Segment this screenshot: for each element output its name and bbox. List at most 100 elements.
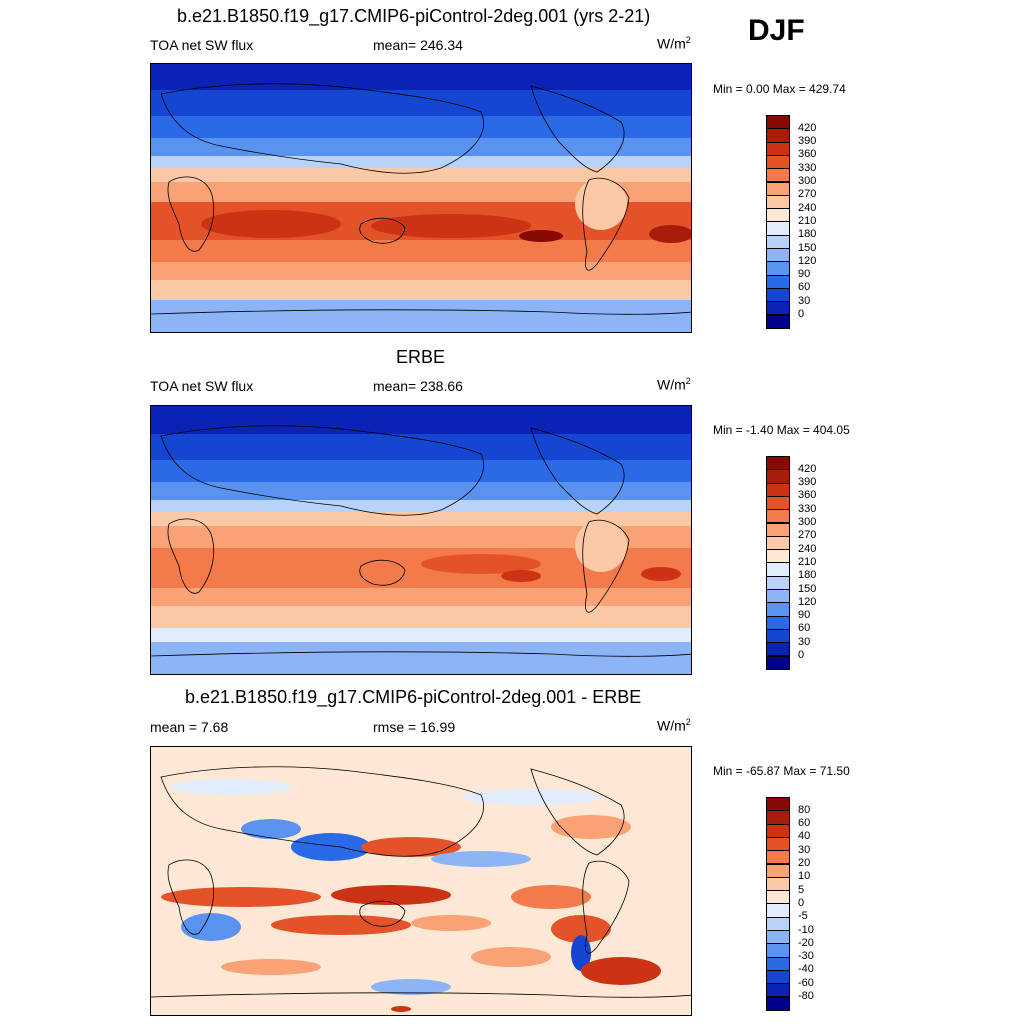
- colorbar-tick-label: 0: [798, 649, 805, 661]
- colorbar-swatch: [766, 549, 790, 564]
- panel-1-left-label: TOA net SW flux: [150, 37, 254, 53]
- panel-2-title: ERBE: [396, 347, 446, 367]
- colorbar-tick-label: 0: [798, 896, 805, 909]
- colorbar-swatch: [766, 287, 790, 303]
- colorbar-swatch: [766, 301, 790, 316]
- colorbar-tick-label: 120: [798, 595, 817, 608]
- panel-3-minmax: Min = -65.87 Max = 71.50: [713, 764, 850, 778]
- colorbar-tick-label: 210: [798, 555, 817, 568]
- colorbar-swatch: [766, 248, 790, 263]
- colorbar-swatch: [766, 562, 790, 577]
- colorbar-tick-label: 180: [798, 228, 817, 241]
- colorbar-swatch: [766, 141, 790, 156]
- colorbar-tick-label: 270: [798, 529, 817, 542]
- colorbar-tick-label: 240: [798, 542, 817, 555]
- colorbar-swatch: [766, 482, 790, 497]
- colorbar-swatch: [766, 602, 790, 617]
- colorbar-swatch: [766, 903, 790, 918]
- colorbar-swatch: [766, 168, 790, 183]
- colorbar-tick-label: 360: [798, 148, 817, 161]
- panel-2-colorbar: 420 390 360 330 300 270 240 210 180 150 120 90 60 30 0: [766, 456, 826, 670]
- colorbar-swatch: [766, 943, 790, 958]
- colorbar-tick-label: 60: [798, 281, 811, 294]
- colorbar-swatch: [766, 890, 790, 905]
- colorbar-tick-label: 20: [798, 857, 811, 869]
- colorbar-tick-label: 300: [798, 516, 817, 528]
- colorbar-tick-label: 360: [798, 489, 817, 502]
- colorbar-tick-label: 150: [798, 582, 817, 595]
- colorbar-swatch: [766, 535, 790, 551]
- colorbar-swatch: [766, 509, 790, 524]
- colorbar-tick-label: 270: [798, 188, 817, 201]
- colorbar-swatch: [766, 115, 790, 130]
- colorbar-swatch: [766, 628, 790, 644]
- panel-1-title: b.e21.B1850.f19_g17.CMIP6-piControl-2deg…: [177, 6, 651, 26]
- panel-2-minmax: Min = -1.40 Max = 404.05: [713, 423, 850, 437]
- colorbar-swatch: [766, 456, 790, 471]
- panel-2-units: W/m2: [657, 376, 691, 393]
- colorbar-tick-label: 80: [798, 803, 811, 816]
- colorbar-tick-label: 240: [798, 201, 817, 214]
- colorbar-tick-label: 150: [798, 241, 817, 254]
- colorbar-tick-label: 10: [798, 870, 811, 883]
- colorbar-swatch: [766, 469, 790, 484]
- colorbar-swatch: [766, 930, 790, 945]
- colorbar-swatch: [766, 575, 790, 590]
- colorbar-tick-label: 30: [798, 635, 811, 648]
- colorbar-tick-label: -5: [798, 910, 808, 923]
- panel-3-title: b.e21.B1850.f19_g17.CMIP6-piControl-2deg…: [185, 687, 642, 707]
- colorbar-tick-label: 0: [798, 308, 805, 320]
- panel-1-minmax: Min = 0.00 Max = 429.74: [713, 82, 846, 96]
- colorbar-tick-label: 40: [798, 830, 811, 843]
- colorbar-swatch: [766, 495, 790, 511]
- colorbar-swatch: [766, 642, 790, 657]
- colorbar-swatch: [766, 969, 790, 985]
- colorbar-swatch: [766, 836, 790, 852]
- colorbar-swatch: [766, 655, 790, 670]
- colorbar-tick-label: 210: [798, 214, 817, 227]
- colorbar-tick-label: 60: [798, 622, 811, 635]
- panel-2-map: [150, 405, 692, 675]
- colorbar-tick-label: 120: [798, 254, 817, 267]
- colorbar-tick-label: 180: [798, 569, 817, 582]
- panel-2-left-label: TOA net SW flux: [150, 378, 254, 394]
- colorbar-tick-label: 420: [798, 121, 817, 134]
- season-label: DJF: [748, 14, 805, 47]
- colorbar-tick-label: -20: [798, 936, 814, 949]
- panel-2-mean-label: mean= 238.66: [373, 378, 463, 394]
- colorbar-tick-label: 30: [798, 294, 811, 307]
- colorbar-tick-label: -10: [798, 923, 814, 936]
- colorbar-swatch: [766, 589, 790, 604]
- colorbar-tick-label: 30: [798, 843, 811, 856]
- colorbar-swatch: [766, 522, 790, 537]
- colorbar-swatch: [766, 850, 790, 865]
- colorbar-swatch: [766, 261, 790, 276]
- colorbar-swatch: [766, 983, 790, 998]
- colorbar-swatch: [766, 128, 790, 143]
- colorbar-swatch: [766, 797, 790, 812]
- colorbar-tick-label: 330: [798, 502, 817, 515]
- panel-1-units: W/m2: [657, 35, 691, 52]
- colorbar-tick-label: 90: [798, 609, 811, 622]
- colorbar-swatch: [766, 996, 790, 1011]
- panel-3-map: [150, 746, 692, 1016]
- colorbar-swatch: [766, 154, 790, 170]
- colorbar-swatch: [766, 863, 790, 878]
- colorbar-swatch: [766, 823, 790, 838]
- colorbar-swatch: [766, 314, 790, 329]
- colorbar-tick-label: 330: [798, 161, 817, 174]
- colorbar-tick-label: 60: [798, 817, 811, 830]
- colorbar-swatch: [766, 181, 790, 196]
- colorbar-swatch: [766, 916, 790, 931]
- colorbar-tick-label: -80: [798, 990, 814, 1002]
- colorbar-swatch: [766, 810, 790, 825]
- colorbar-tick-label: 5: [798, 883, 805, 896]
- colorbar-swatch: [766, 876, 790, 892]
- panel-1-mean-label: mean= 246.34: [373, 37, 463, 53]
- colorbar-tick-label: 300: [798, 175, 817, 187]
- colorbar-swatch: [766, 221, 790, 236]
- colorbar-swatch: [766, 956, 790, 971]
- colorbar-tick-label: -30: [798, 950, 814, 963]
- panel-3-left-label: mean = 7.68: [150, 719, 229, 735]
- colorbar-swatch: [766, 234, 790, 249]
